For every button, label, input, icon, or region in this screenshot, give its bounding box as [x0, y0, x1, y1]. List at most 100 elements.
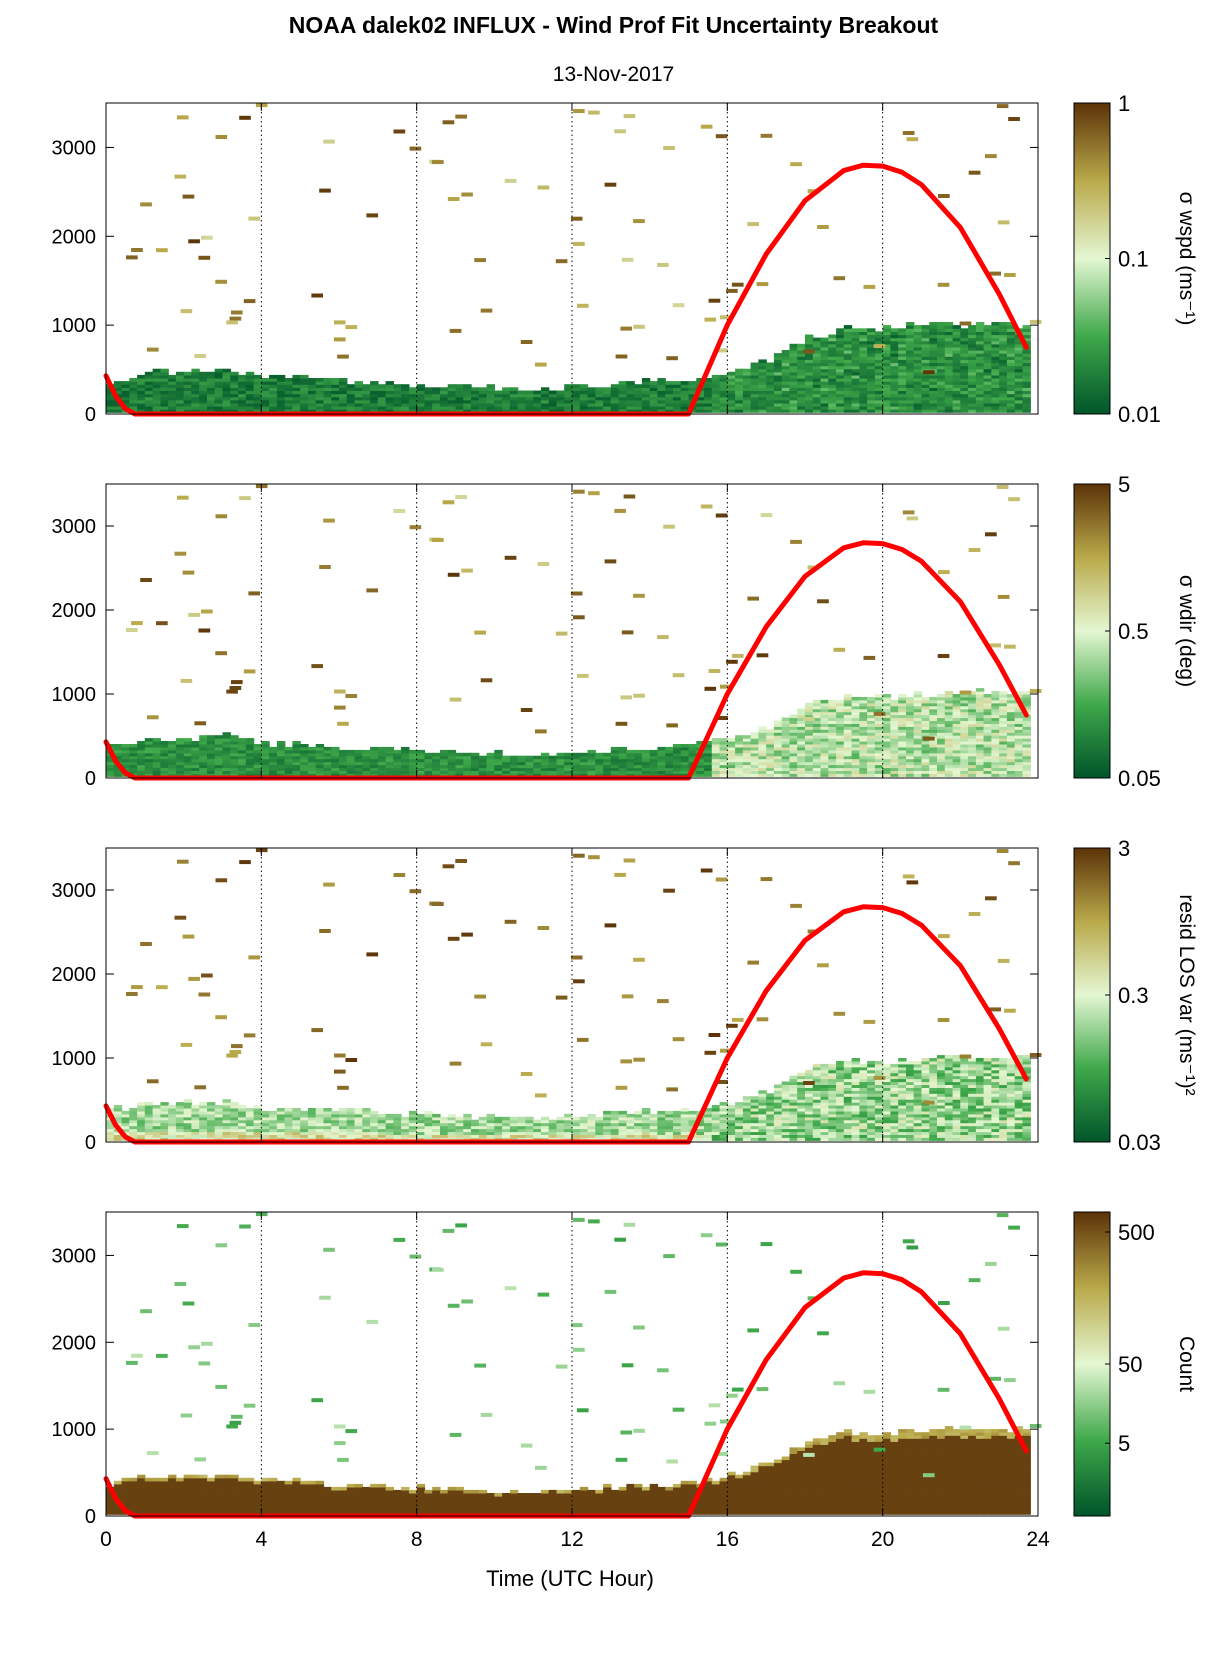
heatmap-cell: [773, 1087, 783, 1091]
heatmap-cell: [478, 773, 488, 777]
heatmap-cell: [797, 1125, 806, 1130]
heatmap-cell: [727, 770, 736, 774]
heatmap-cell: [999, 711, 1008, 716]
heatmap-cell: [370, 384, 379, 388]
heatmap-cell: [393, 767, 402, 771]
heatmap-cell: [245, 387, 255, 391]
heatmap-cell: [634, 409, 643, 413]
heatmap-cell: [906, 384, 915, 388]
heatmap-cell: [906, 758, 915, 763]
heatmap-cell: [346, 1125, 356, 1130]
heatmap-cell: [1022, 694, 1031, 698]
heatmap-cell: [315, 1110, 325, 1115]
heatmap-cell: [991, 399, 1000, 404]
heatmap-cell: [812, 767, 822, 771]
heatmap-cell: [991, 755, 1000, 760]
heatmap-cell: [882, 402, 892, 407]
heatmap-cell: [168, 1128, 177, 1133]
colorbar-tick-label: 0.05: [1118, 766, 1161, 791]
heatmap-cell: [766, 752, 775, 757]
heatmap-cell: [882, 726, 892, 730]
heatmap-cell: [843, 402, 853, 407]
heatmap-cell: [843, 340, 853, 345]
heatmap-cell: [214, 1134, 224, 1138]
heatmap-cell: [238, 1125, 247, 1130]
heatmap-cell: [215, 135, 228, 139]
heatmap-cell: [175, 764, 185, 769]
heatmap-cell: [665, 1125, 674, 1130]
heatmap-cell: [587, 1134, 596, 1138]
heatmap-cell: [719, 390, 728, 395]
heatmap-cell: [944, 340, 954, 345]
heatmap-cell: [812, 773, 822, 777]
heatmap-cell: [805, 702, 814, 707]
heatmap-cell: [673, 755, 682, 760]
heatmap-cell: [921, 746, 930, 751]
heatmap-cell: [323, 746, 332, 751]
heatmap-cell: [168, 744, 177, 748]
heatmap-cell: [836, 1090, 845, 1094]
heatmap-cell: [238, 1110, 247, 1115]
heatmap-cell: [874, 374, 884, 379]
heatmap-cell: [789, 356, 798, 360]
heatmap-cell: [867, 770, 876, 774]
heatmap-cell: [851, 378, 860, 382]
heatmap-cell: [797, 1134, 806, 1138]
heatmap-cell: [269, 396, 278, 401]
heatmap-cell: [929, 381, 938, 385]
heatmap-cell: [944, 738, 954, 742]
heatmap-cell: [572, 1137, 581, 1141]
heatmap-cell: [805, 1069, 814, 1074]
heatmap-cell: [540, 770, 550, 774]
heatmap-cell: [471, 1128, 480, 1133]
heatmap-cell: [921, 393, 930, 398]
heatmap-cell: [323, 764, 332, 769]
heatmap-cell: [758, 1137, 767, 1141]
heatmap-cell: [960, 726, 969, 730]
heatmap-cell: [719, 752, 728, 757]
heatmap-cell: [820, 343, 829, 348]
heatmap-cell: [509, 758, 519, 763]
heatmap-cell: [812, 735, 822, 739]
heatmap-cell: [471, 764, 480, 769]
heatmap-cell: [937, 409, 946, 413]
heatmap-cell: [401, 764, 410, 769]
heatmap-cell: [113, 767, 123, 771]
heatmap-cell: [898, 732, 907, 736]
heatmap-cell: [447, 749, 457, 754]
heatmap-cell: [874, 752, 884, 757]
heatmap-cell: [626, 390, 635, 395]
heatmap-cell: [238, 770, 247, 774]
heatmap-cell: [727, 1125, 736, 1130]
heatmap-cell: [711, 1113, 721, 1118]
heatmap-cell: [416, 409, 426, 413]
heatmap-cell: [191, 1119, 200, 1124]
heatmap-cell: [1006, 696, 1016, 701]
heatmap-cell: [191, 1108, 200, 1112]
heatmap-cell: [1014, 755, 1024, 760]
heatmap-cell: [805, 346, 814, 351]
heatmap-cell: [898, 764, 907, 769]
heatmap-cell: [727, 387, 736, 391]
heatmap-cell: [1022, 758, 1031, 763]
heatmap-cell: [921, 723, 930, 727]
heatmap-cell: [175, 752, 185, 757]
heatmap-cell: [750, 1113, 759, 1118]
heatmap-cell: [673, 406, 682, 410]
heatmap-cell: [408, 749, 418, 754]
heatmap-cell: [1014, 738, 1024, 742]
heatmap-cell: [556, 1116, 565, 1121]
heatmap-cell: [859, 729, 868, 733]
heatmap-cell: [366, 588, 379, 593]
heatmap-cell: [797, 764, 806, 769]
heatmap-cell: [649, 381, 659, 385]
heatmap-cell: [797, 1075, 806, 1080]
heatmap-cell: [758, 1131, 767, 1135]
heatmap-cell: [758, 1116, 767, 1121]
heatmap-cell: [999, 343, 1008, 348]
heatmap-cell: [315, 755, 325, 760]
heatmap-cell: [773, 1125, 783, 1130]
heatmap-cell: [874, 371, 884, 376]
heatmap-cell: [805, 1108, 814, 1112]
heatmap-cell: [424, 1113, 433, 1118]
